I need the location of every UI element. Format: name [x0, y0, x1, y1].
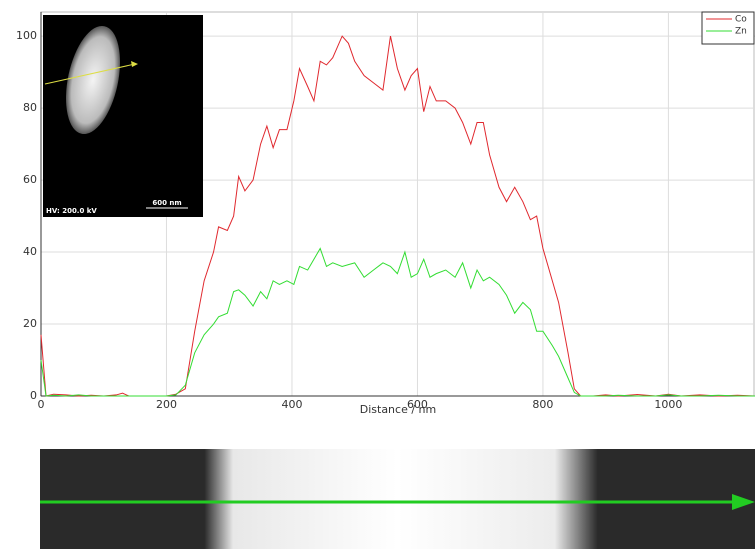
y-tick-label: 60: [23, 173, 37, 186]
line-scan-image: [40, 449, 755, 549]
inset-label: HV: 200.0 kV: [46, 207, 97, 215]
y-tick-label: 20: [23, 317, 37, 330]
inset-label: 600 nm: [152, 199, 181, 207]
inset-image: HV: 200.0 kV 600 nm: [43, 15, 203, 217]
x-tick-label: 1000: [654, 398, 682, 411]
y-tick-label: 80: [23, 101, 37, 114]
y-tick-label: 40: [23, 245, 37, 258]
x-tick-label: 200: [156, 398, 177, 411]
y-tick-label: 100: [16, 29, 37, 42]
chart: 02040608010002004006008001000 HV: 200.0 …: [0, 0, 755, 549]
x-tick-label: 800: [532, 398, 553, 411]
legend: Co Zn: [702, 12, 754, 44]
series-line: [41, 248, 755, 396]
x-axis-label: Distance / nm: [360, 403, 436, 416]
legend-label: Zn: [735, 27, 747, 37]
legend-label: Co: [735, 15, 747, 25]
x-tick-label: 0: [38, 398, 45, 411]
x-tick-label: 400: [281, 398, 302, 411]
y-tick-label: 0: [30, 389, 37, 402]
